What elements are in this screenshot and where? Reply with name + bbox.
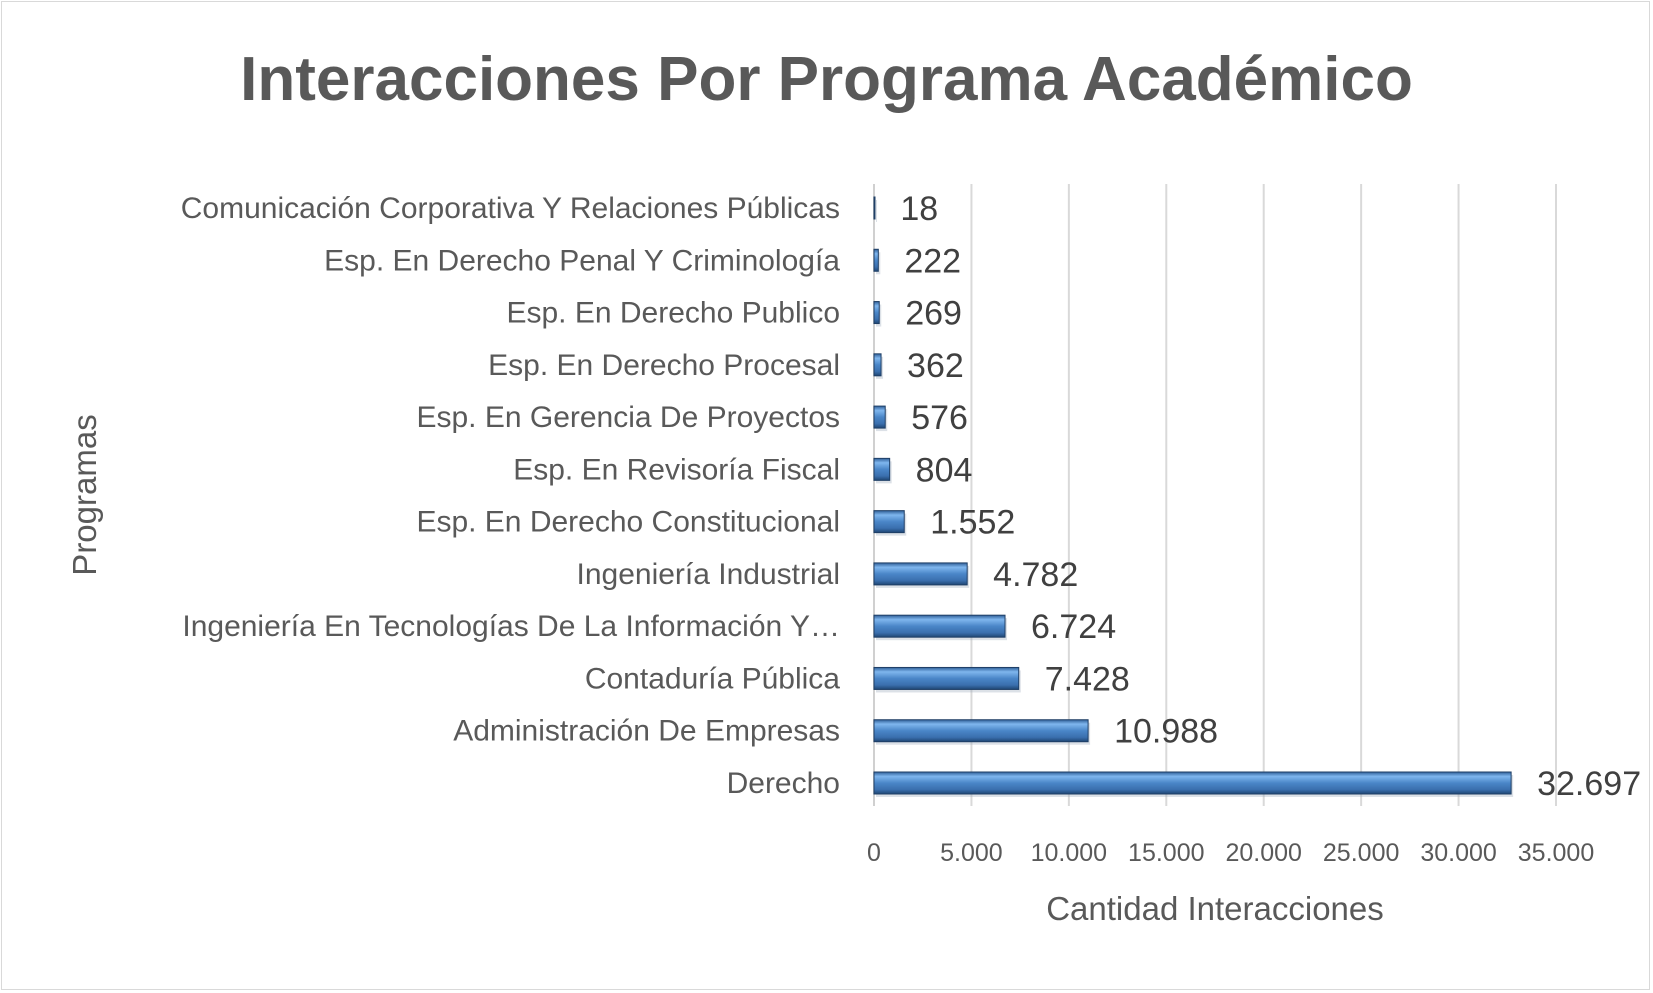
y-axis-title: Programas bbox=[66, 414, 103, 575]
bar-shadow bbox=[876, 200, 877, 222]
category-label: Ingeniería Industrial bbox=[577, 558, 841, 591]
value-label: 32.697 bbox=[1537, 765, 1641, 803]
value-label: 18 bbox=[900, 190, 938, 228]
value-label: 576 bbox=[911, 399, 968, 437]
category-label: Administración De Empresas bbox=[453, 715, 840, 748]
bar bbox=[873, 301, 880, 325]
value-label: 1.552 bbox=[930, 504, 1015, 542]
category-label: Esp. En Derecho Penal Y Criminología bbox=[324, 244, 840, 277]
category-label: Contaduría Pública bbox=[585, 662, 840, 695]
bar bbox=[873, 771, 1512, 795]
category-label: Comunicación Corporativa Y Relaciones Pú… bbox=[181, 192, 840, 225]
bar bbox=[873, 353, 882, 377]
value-label: 10.988 bbox=[1114, 713, 1218, 751]
category-label: Esp. En Derecho Constitucional bbox=[416, 506, 840, 539]
value-label: 6.724 bbox=[1031, 608, 1116, 646]
x-tick-label: 25.000 bbox=[1323, 839, 1399, 867]
x-axis-title: Cantidad Interacciones bbox=[1046, 890, 1384, 927]
bar bbox=[873, 196, 876, 220]
bar bbox=[873, 719, 1089, 743]
bar bbox=[873, 405, 886, 429]
value-label: 222 bbox=[904, 242, 961, 280]
bar bbox=[873, 510, 905, 534]
x-tick-label: 10.000 bbox=[1031, 839, 1107, 867]
value-label: 269 bbox=[905, 295, 962, 333]
bar bbox=[873, 666, 1020, 690]
value-label: 4.782 bbox=[993, 556, 1078, 594]
category-label: Derecho bbox=[727, 767, 840, 800]
value-label: 804 bbox=[916, 451, 973, 489]
category-label: Esp. En Derecho Procesal bbox=[488, 349, 840, 382]
x-tick-label: 15.000 bbox=[1128, 839, 1204, 867]
chart-title: Interacciones Por Programa Académico bbox=[240, 45, 1413, 114]
category-label: Esp. En Gerencia De Proyectos bbox=[416, 401, 840, 434]
category-label: Esp. En Derecho Publico bbox=[506, 297, 840, 330]
bar bbox=[873, 562, 968, 586]
bar bbox=[873, 248, 879, 272]
bar bbox=[873, 457, 891, 481]
x-tick-label: 20.000 bbox=[1225, 839, 1301, 867]
x-tick-label: 35.000 bbox=[1518, 839, 1594, 867]
x-tick-label: 5.000 bbox=[940, 839, 1003, 867]
category-label: Esp. En Revisoría Fiscal bbox=[513, 453, 840, 486]
x-tick-label: 30.000 bbox=[1420, 839, 1496, 867]
value-label: 7.428 bbox=[1045, 660, 1130, 698]
x-tick-label: 0 bbox=[867, 839, 881, 867]
bar bbox=[873, 614, 1006, 638]
category-label: Ingeniería En Tecnologías De La Informac… bbox=[182, 610, 840, 643]
value-label: 362 bbox=[907, 347, 964, 385]
